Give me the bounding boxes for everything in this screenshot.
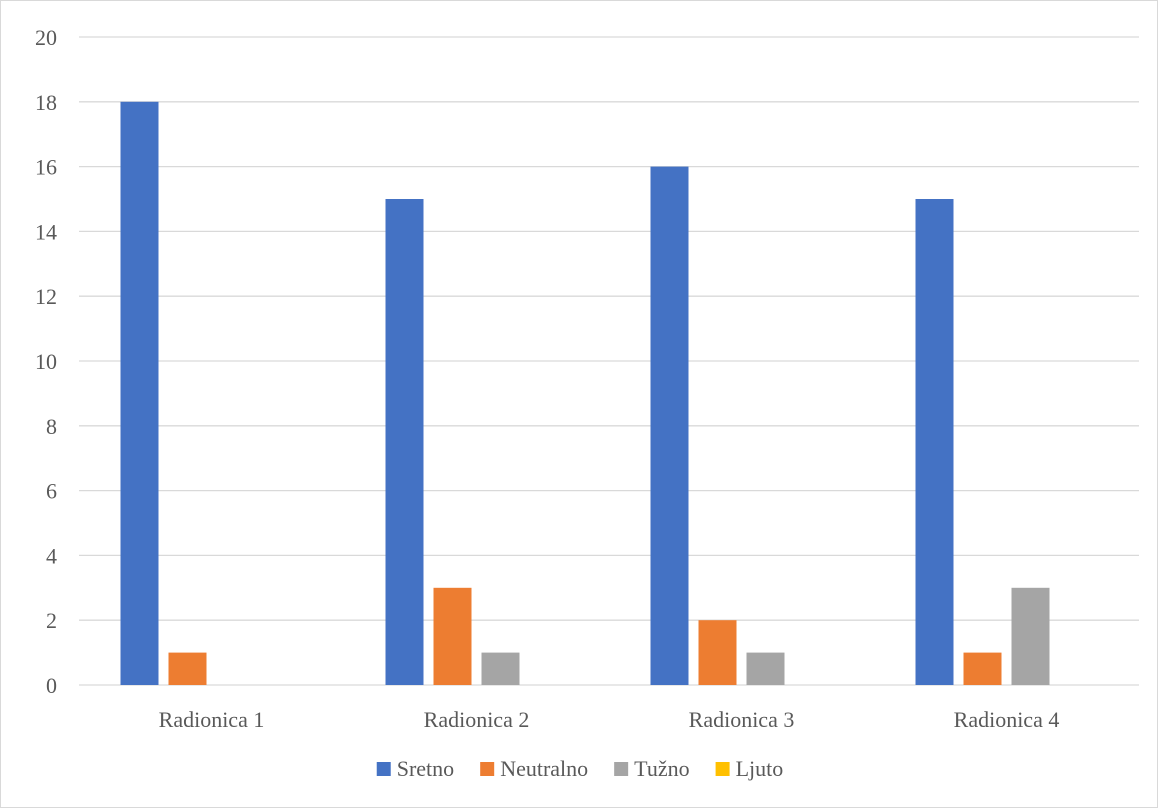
- y-tick-label: 20: [35, 25, 57, 50]
- y-tick-label: 6: [46, 479, 57, 504]
- x-category-label: Radionica 3: [689, 707, 795, 732]
- bar-neutralno: [168, 652, 207, 685]
- x-category-label: Radionica 1: [159, 707, 265, 732]
- gridlines: [79, 36, 1139, 686]
- y-tick-label: 2: [46, 608, 57, 633]
- legend-label: Tužno: [634, 756, 689, 781]
- bars: [120, 101, 1050, 686]
- y-tick-label: 16: [35, 155, 57, 180]
- legend-swatch: [480, 762, 495, 776]
- bar-neutralno: [963, 652, 1002, 685]
- bar-tu-no: [481, 652, 520, 685]
- bar-sretno: [120, 101, 159, 686]
- legend-label: Ljuto: [736, 756, 784, 781]
- bar-neutralno: [698, 620, 737, 685]
- legend-item: Sretno: [376, 756, 454, 781]
- bar-sretno: [385, 199, 424, 685]
- y-tick-label: 10: [35, 349, 57, 374]
- y-tick-label: 0: [46, 673, 57, 698]
- legend-label: Neutralno: [500, 756, 588, 781]
- y-tick-label: 12: [35, 284, 57, 309]
- legend-swatch: [614, 762, 629, 776]
- legend: Sretno Neutralno Tužno Ljuto: [376, 756, 784, 781]
- bar-neutralno: [433, 587, 472, 685]
- bar-tu-no: [1011, 587, 1050, 685]
- x-category-label: Radionica 2: [424, 707, 530, 732]
- legend-item: Tužno: [614, 756, 690, 781]
- bar-sretno: [650, 166, 689, 686]
- legend-item: Ljuto: [715, 756, 784, 781]
- y-tick-label: 14: [35, 219, 57, 244]
- legend-item: Neutralno: [480, 756, 588, 781]
- bar-tu-no: [746, 652, 785, 685]
- legend-label: Sretno: [397, 756, 454, 781]
- y-tick-label: 8: [46, 414, 57, 439]
- x-axis-labels: Radionica 1 Radionica 2 Radionica 3 Radioni…: [159, 707, 1060, 732]
- y-tick-label: 4: [46, 543, 57, 568]
- legend-swatch: [376, 762, 391, 776]
- y-tick-label: 18: [35, 90, 57, 115]
- bar-sretno: [915, 199, 954, 685]
- x-category-label: Radionica 4: [954, 707, 1060, 732]
- y-axis-ticks: 0 2 4 6 8 10 12 14 16 18 20: [35, 25, 57, 698]
- legend-swatch: [715, 762, 730, 776]
